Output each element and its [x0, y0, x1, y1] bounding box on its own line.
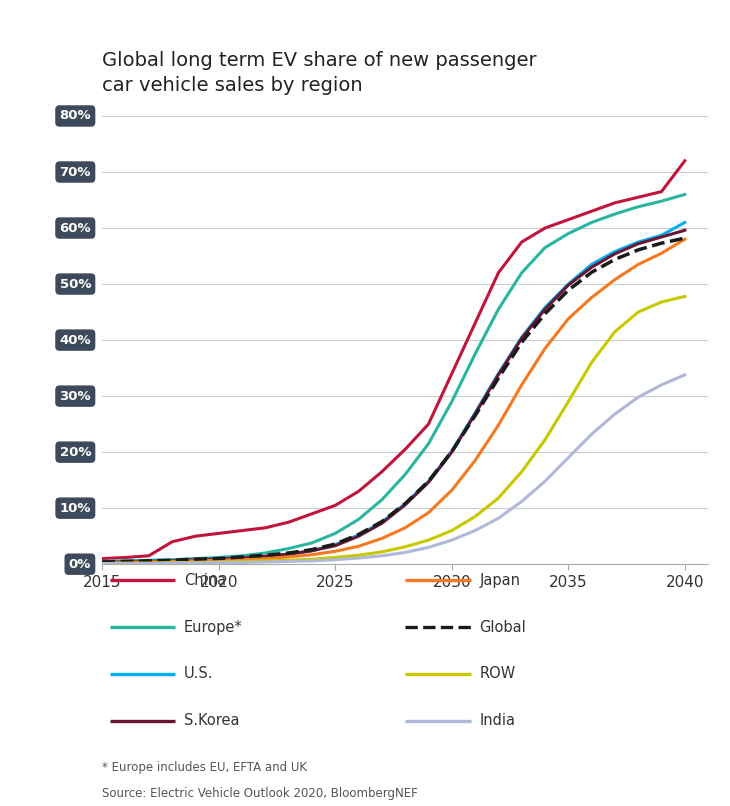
Text: 20%: 20% — [60, 446, 91, 459]
Text: 0%: 0% — [69, 558, 91, 571]
Text: 30%: 30% — [59, 389, 91, 403]
Text: India: India — [480, 713, 515, 728]
Text: * Europe includes EU, EFTA and UK: * Europe includes EU, EFTA and UK — [102, 762, 307, 775]
Text: Source: Electric Vehicle Outlook 2020, BloombergNEF: Source: Electric Vehicle Outlook 2020, B… — [102, 787, 418, 800]
Text: 70%: 70% — [60, 165, 91, 178]
Text: ROW: ROW — [480, 667, 516, 681]
Text: 10%: 10% — [60, 501, 91, 515]
Text: Japan: Japan — [480, 573, 520, 588]
Text: China: China — [184, 573, 226, 588]
Text: S.Korea: S.Korea — [184, 713, 239, 728]
Text: 60%: 60% — [59, 222, 91, 235]
Text: Global long term EV share of new passenger
car vehicle sales by region: Global long term EV share of new passeng… — [102, 51, 537, 95]
Text: 50%: 50% — [60, 277, 91, 291]
Text: U.S.: U.S. — [184, 667, 213, 681]
Text: 80%: 80% — [59, 110, 91, 123]
Text: 40%: 40% — [59, 334, 91, 347]
Text: Europe*: Europe* — [184, 620, 242, 634]
Text: Global: Global — [480, 620, 526, 634]
